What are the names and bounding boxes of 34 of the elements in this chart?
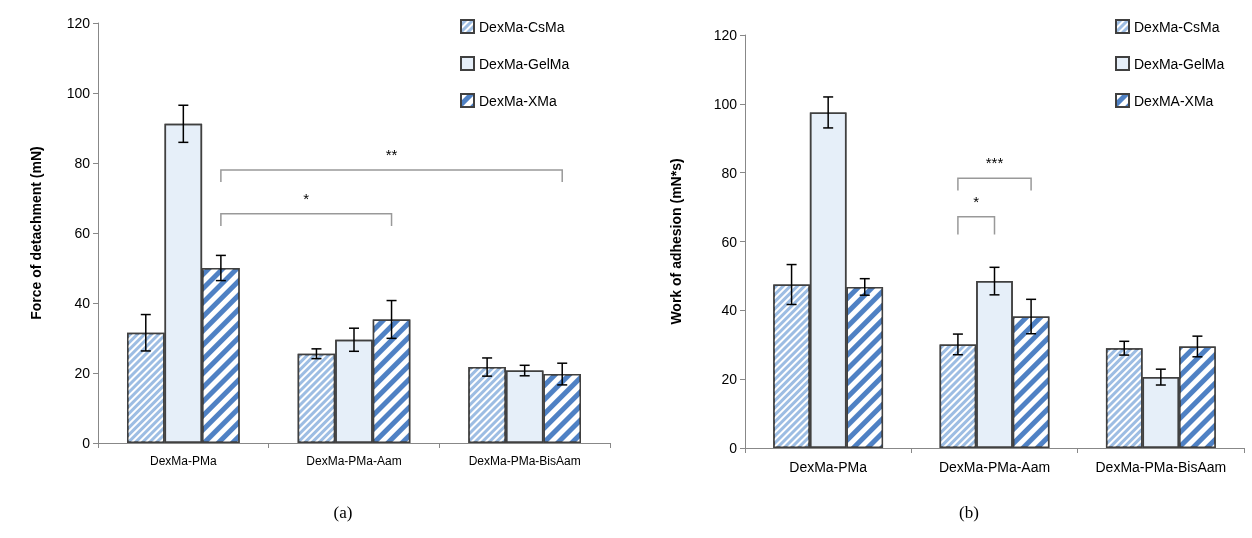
legend-label: DexMa-XMa	[479, 92, 558, 109]
y-tick-label: 60	[74, 225, 91, 241]
y-tick-label: 120	[713, 27, 738, 43]
x-tick-label: DexMa-PMa-Aam	[938, 459, 1051, 475]
y-tick-label: 100	[713, 95, 738, 112]
annotation: ***	[985, 154, 1004, 172]
y-tick-label: 100	[66, 85, 91, 101]
legend-label: DexMa-CsMa	[479, 18, 565, 35]
legend-label: DexMa-CsMa	[1134, 18, 1220, 35]
y-tick-label: 80	[74, 155, 91, 171]
y-tick-label: 40	[721, 302, 738, 319]
x-tick-label: DexMa-PMa	[789, 459, 868, 475]
y-axis-title: Force of detachment (mN)	[28, 146, 44, 320]
y-tick-label: 120	[66, 15, 91, 31]
annotation: *	[973, 192, 980, 210]
y-tick-label: 40	[74, 295, 91, 311]
y-tick-label: 20	[721, 371, 738, 388]
y-tick-label: 20	[74, 365, 91, 381]
legend-label: DexMa-GelMa	[479, 55, 570, 72]
annotation: **	[385, 146, 398, 163]
y-tick-label: 0	[729, 440, 738, 456]
y-tick-label: 80	[721, 164, 738, 181]
x-tick-label: DexMa-PMa	[149, 454, 217, 468]
x-tick-label: DexMa-PMa-BisAam	[1095, 459, 1227, 475]
text: (a)	[333, 502, 353, 522]
annotation: *	[303, 189, 310, 207]
y-tick-label: 60	[721, 233, 738, 250]
text: (b)	[959, 502, 979, 522]
y-axis-title: Work of adhesion (mN*s)	[668, 158, 684, 325]
y-tick-label: 0	[82, 435, 91, 451]
legend-label: DexMA-XMa	[1134, 92, 1214, 109]
legend-label: DexMa-GelMa	[1134, 55, 1225, 72]
x-tick-label: DexMa-PMa-BisAam	[468, 454, 581, 468]
x-tick-label: DexMa-PMa-Aam	[306, 454, 402, 468]
